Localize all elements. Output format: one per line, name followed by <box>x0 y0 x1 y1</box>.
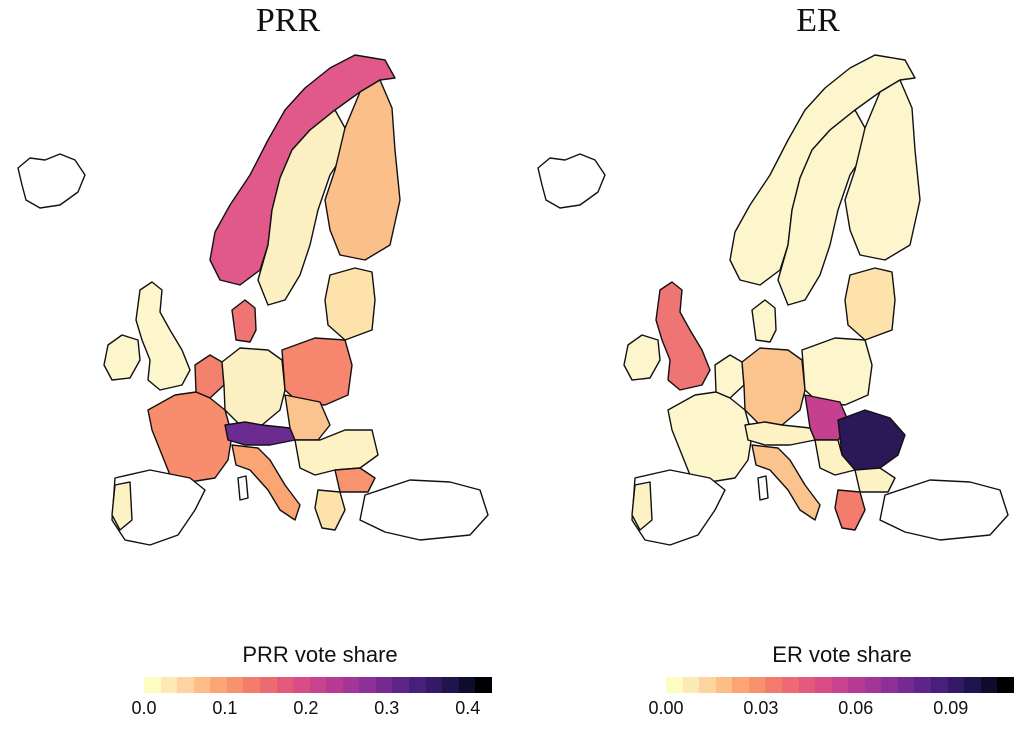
color-bar-step <box>864 677 882 693</box>
legend-tick-label: 0.0 <box>131 698 157 718</box>
region-baltics <box>844 267 896 341</box>
color-bar-step <box>342 677 360 693</box>
legend-tick-label: 0.4 <box>455 698 481 718</box>
region-alpine <box>224 421 296 446</box>
color-bar-step <box>964 677 981 693</box>
color-bar-step <box>914 677 931 693</box>
color-bar-step <box>210 677 227 693</box>
color-bar-step <box>193 677 211 693</box>
region-baltics <box>324 267 376 341</box>
region-iceland <box>537 153 606 209</box>
color-bar-step <box>226 677 244 693</box>
legend-tick-label: 0.3 <box>374 698 400 718</box>
legend-tick-label: 0.2 <box>293 698 319 718</box>
er-color-bar <box>666 677 1014 693</box>
color-bar-step <box>475 677 492 693</box>
region-ireland <box>623 334 661 381</box>
color-bar-step <box>815 677 832 693</box>
color-bar-step <box>276 677 294 693</box>
color-bar-step <box>798 677 816 693</box>
color-bar-step <box>848 677 865 693</box>
region-portugal <box>111 481 133 531</box>
color-bar-step <box>326 677 343 693</box>
er-choropleth-map <box>537 54 1009 546</box>
region-benelux <box>194 354 225 399</box>
region-greece <box>314 489 346 531</box>
prr-legend-title: PRR vote share <box>242 642 398 667</box>
color-bar-step <box>765 677 782 693</box>
region-iberia <box>631 469 726 546</box>
region-denmark <box>751 299 777 343</box>
region-bulgaria <box>334 467 376 493</box>
color-bar-step <box>781 677 799 693</box>
prr-map-title: PRR <box>255 2 321 39</box>
color-bar-step <box>997 677 1014 693</box>
region-italy <box>751 444 821 521</box>
region-poland <box>801 337 873 406</box>
region-ireland <box>103 334 141 381</box>
region-france <box>667 391 753 483</box>
region-portugal <box>631 481 653 531</box>
region-poland <box>281 337 353 406</box>
color-bar-step <box>831 677 849 693</box>
region-uk <box>135 281 191 391</box>
color-bar-step <box>699 677 716 693</box>
color-bar-step <box>293 677 310 693</box>
region-benelux <box>714 354 745 399</box>
region-italy <box>231 444 301 521</box>
color-bar-step <box>243 677 260 693</box>
color-bar-step <box>160 677 178 693</box>
color-bar-step <box>259 677 277 693</box>
legend-tick-label: 0.00 <box>648 698 684 718</box>
region-corsica-sardinia <box>757 475 769 501</box>
region-alpine <box>744 421 816 446</box>
color-bar-step <box>458 677 476 693</box>
region-finland <box>844 79 921 261</box>
color-bar-step <box>947 677 965 693</box>
color-bar-step <box>931 677 948 693</box>
er-legend-ticks: 0.00 0.03 0.06 0.09 <box>648 698 1022 728</box>
color-bar-step <box>409 677 426 693</box>
color-bar-step <box>666 677 683 693</box>
region-germany <box>741 347 806 426</box>
legend-tick-label: 0.09 <box>933 698 969 718</box>
region-iceland <box>17 153 86 209</box>
er-map-title: ER <box>796 2 840 39</box>
er-legend-title: ER vote share <box>772 642 912 667</box>
color-bar-step <box>897 677 915 693</box>
color-bar-step <box>375 677 393 693</box>
region-iberia <box>111 469 206 546</box>
color-bar-step <box>732 677 749 693</box>
region-bulgaria <box>854 467 896 493</box>
region-denmark <box>231 299 257 343</box>
region-balkans <box>294 429 379 476</box>
color-bar-step <box>715 677 733 693</box>
region-germany <box>221 347 286 426</box>
prr-choropleth-map <box>17 54 489 546</box>
region-uk <box>655 281 711 391</box>
region-greece <box>834 489 866 531</box>
color-bar-step <box>442 677 459 693</box>
legend-tick-label: 0.03 <box>743 698 779 718</box>
color-bar-step <box>980 677 998 693</box>
color-bar-step <box>309 677 327 693</box>
color-bar-step <box>392 677 409 693</box>
legend-tick-label: 0.06 <box>838 698 874 718</box>
color-bar-step <box>177 677 194 693</box>
prr-legend-ticks: 0.0 0.1 0.2 0.3 0.4 <box>131 698 500 728</box>
region-france <box>147 391 233 483</box>
region-corsica-sardinia <box>237 475 249 501</box>
color-bar-step <box>881 677 898 693</box>
color-bar-step <box>144 677 161 693</box>
color-bar-step <box>748 677 766 693</box>
color-bar-step <box>359 677 376 693</box>
region-finland <box>324 79 401 261</box>
color-bar-step <box>425 677 443 693</box>
region-turkey <box>879 479 1009 541</box>
color-bar-step <box>682 677 700 693</box>
legend-tick-label: 0.1 <box>212 698 238 718</box>
region-turkey <box>359 479 489 541</box>
prr-color-bar <box>144 677 492 693</box>
